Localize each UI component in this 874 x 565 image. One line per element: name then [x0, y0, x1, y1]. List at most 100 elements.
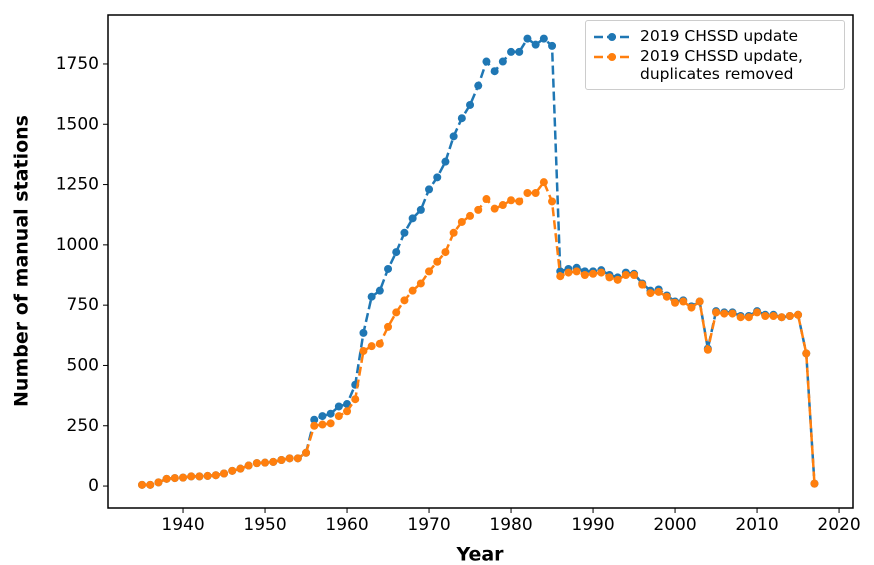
x-tick-label: 1950 [243, 515, 286, 535]
legend-marker [608, 33, 616, 41]
data-point [523, 34, 532, 43]
data-point [761, 312, 770, 321]
data-point [269, 457, 278, 466]
data-point [359, 346, 368, 355]
data-point [318, 420, 327, 429]
data-point [810, 479, 819, 488]
data-point [490, 67, 499, 76]
data-point [671, 298, 680, 307]
data-point [646, 289, 655, 298]
data-point [802, 349, 811, 358]
data-point [589, 269, 598, 278]
data-point [777, 313, 786, 322]
data-point [572, 267, 581, 276]
x-tick-label: 2010 [735, 515, 778, 535]
data-point [687, 303, 696, 312]
data-point [630, 271, 639, 280]
x-tick-label: 1970 [407, 515, 450, 535]
data-point [252, 459, 261, 468]
x-tick-label: 2020 [817, 515, 860, 535]
data-point [548, 41, 557, 50]
data-point [310, 421, 319, 430]
data-point [457, 217, 466, 226]
data-point [375, 339, 384, 348]
data-point [507, 196, 516, 205]
data-point [211, 471, 220, 480]
data-point [474, 81, 483, 90]
data-point [728, 309, 737, 318]
data-point [285, 454, 294, 463]
data-point [318, 412, 327, 421]
data-point [523, 189, 532, 198]
data-point [539, 178, 548, 187]
data-point [416, 279, 425, 288]
legend-swatch [594, 33, 630, 41]
data-point [753, 308, 762, 317]
data-point [515, 197, 524, 206]
data-point [433, 173, 442, 182]
x-tick-label: 1990 [571, 515, 614, 535]
data-point [736, 313, 745, 322]
data-point [425, 185, 434, 194]
y-tick-label: 1250 [56, 175, 99, 195]
data-point [343, 407, 352, 416]
data-point [498, 201, 507, 210]
data-point [384, 264, 393, 273]
data-point [507, 47, 516, 56]
legend-label: 2019 CHSSD update, duplicates removed [640, 47, 803, 83]
data-point [261, 458, 270, 467]
data-point [769, 312, 778, 321]
data-point [794, 310, 803, 319]
data-point [548, 197, 557, 206]
data-point [343, 400, 352, 409]
data-point [408, 214, 417, 223]
data-point [621, 271, 630, 280]
data-point [146, 480, 155, 489]
data-point [384, 322, 393, 331]
data-point [416, 205, 425, 214]
data-point [334, 402, 343, 411]
data-point [539, 34, 548, 43]
data-point [654, 287, 663, 296]
data-point [679, 297, 688, 306]
data-point [277, 456, 286, 465]
data-point [785, 312, 794, 321]
data-point [744, 313, 753, 322]
data-point [490, 204, 499, 213]
data-point [703, 345, 712, 354]
series-line [142, 36, 816, 487]
data-point [244, 461, 253, 470]
data-point [613, 275, 622, 284]
data-point [326, 409, 335, 418]
data-point [466, 100, 475, 109]
data-point [293, 454, 302, 463]
legend-marker [608, 53, 616, 61]
legend-swatch [594, 53, 630, 61]
data-point [203, 471, 212, 480]
data-point [228, 466, 237, 475]
data-point [482, 57, 491, 66]
data-point [556, 272, 565, 281]
y-tick-label: 0 [88, 476, 99, 496]
data-point [531, 189, 540, 198]
legend-entry: 2019 CHSSD update [592, 27, 838, 45]
data-point [187, 472, 196, 481]
data-point [310, 415, 319, 424]
data-point [392, 308, 401, 317]
data-point [720, 309, 729, 318]
plot-frame [107, 14, 854, 509]
data-point [326, 419, 335, 428]
data-point [138, 480, 147, 489]
data-point [154, 478, 163, 487]
x-tick-label: 2000 [653, 515, 696, 535]
y-axis-label: Number of manual stations [11, 115, 33, 407]
data-point [441, 248, 450, 257]
legend: 2019 CHSSD update 2019 CHSSD update, dupl… [585, 20, 845, 90]
data-point [466, 211, 475, 220]
data-point [531, 40, 540, 49]
data-point [580, 271, 589, 280]
data-point [220, 469, 229, 478]
data-point [433, 257, 442, 266]
